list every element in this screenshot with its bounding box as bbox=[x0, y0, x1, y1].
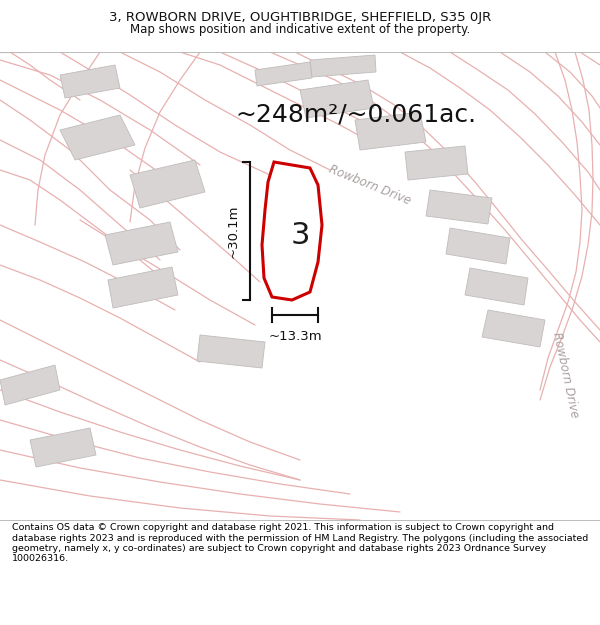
Polygon shape bbox=[355, 112, 426, 150]
Polygon shape bbox=[300, 80, 374, 118]
Text: ~248m²/~0.061ac.: ~248m²/~0.061ac. bbox=[235, 103, 476, 127]
Polygon shape bbox=[262, 162, 322, 300]
Polygon shape bbox=[105, 222, 178, 265]
Polygon shape bbox=[60, 65, 120, 98]
Text: Contains OS data © Crown copyright and database right 2021. This information is : Contains OS data © Crown copyright and d… bbox=[12, 523, 588, 563]
Text: 3: 3 bbox=[290, 221, 310, 249]
Text: 3, ROWBORN DRIVE, OUGHTIBRIDGE, SHEFFIELD, S35 0JR: 3, ROWBORN DRIVE, OUGHTIBRIDGE, SHEFFIEL… bbox=[109, 11, 491, 24]
Text: ~30.1m: ~30.1m bbox=[227, 204, 240, 258]
Polygon shape bbox=[482, 310, 545, 347]
Polygon shape bbox=[108, 267, 178, 308]
Polygon shape bbox=[60, 115, 135, 160]
Polygon shape bbox=[197, 335, 265, 368]
Text: ~13.3m: ~13.3m bbox=[268, 330, 322, 343]
Polygon shape bbox=[405, 146, 468, 180]
Polygon shape bbox=[465, 268, 528, 305]
Polygon shape bbox=[30, 428, 96, 467]
Polygon shape bbox=[426, 190, 492, 224]
Polygon shape bbox=[0, 365, 60, 405]
Text: Map shows position and indicative extent of the property.: Map shows position and indicative extent… bbox=[130, 23, 470, 36]
Text: Rowborn Drive: Rowborn Drive bbox=[327, 162, 413, 208]
Polygon shape bbox=[255, 62, 312, 86]
Polygon shape bbox=[310, 55, 376, 77]
Polygon shape bbox=[446, 228, 510, 264]
Polygon shape bbox=[130, 160, 205, 208]
Text: Rowborn Drive: Rowborn Drive bbox=[550, 331, 580, 419]
